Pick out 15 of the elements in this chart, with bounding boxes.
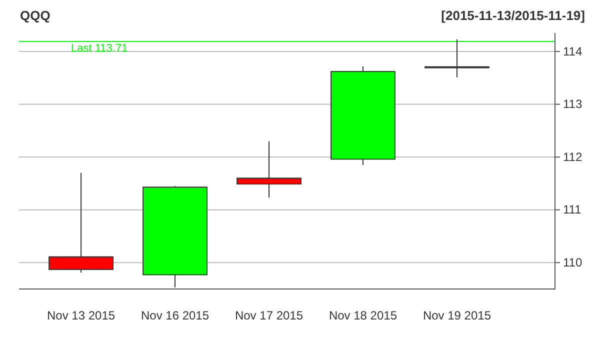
- x-tick-label: Nov 18 2015: [328, 308, 398, 323]
- x-tick-label: Nov 19 2015: [422, 308, 492, 323]
- y-tick-label: 114: [563, 44, 582, 58]
- ref-line-label: Last 113.71: [71, 42, 128, 54]
- y-tick-label: 111: [563, 202, 582, 217]
- y-tick-label: 110: [563, 255, 582, 270]
- x-tick-label: Nov 17 2015: [234, 308, 304, 323]
- y-tick-label: 113: [563, 97, 582, 112]
- candlestick: [236, 140, 302, 198]
- chart-title: QQQ: [20, 8, 50, 23]
- y-tick-label: 112: [563, 150, 582, 164]
- x-tick-label: Nov 13 2015: [47, 308, 116, 323]
- chart-subtitle: [2015-11-13/2015-11-19]: [441, 8, 585, 23]
- x-tick-label: Nov 16 2015: [140, 308, 210, 323]
- candlestick: [48, 172, 114, 274]
